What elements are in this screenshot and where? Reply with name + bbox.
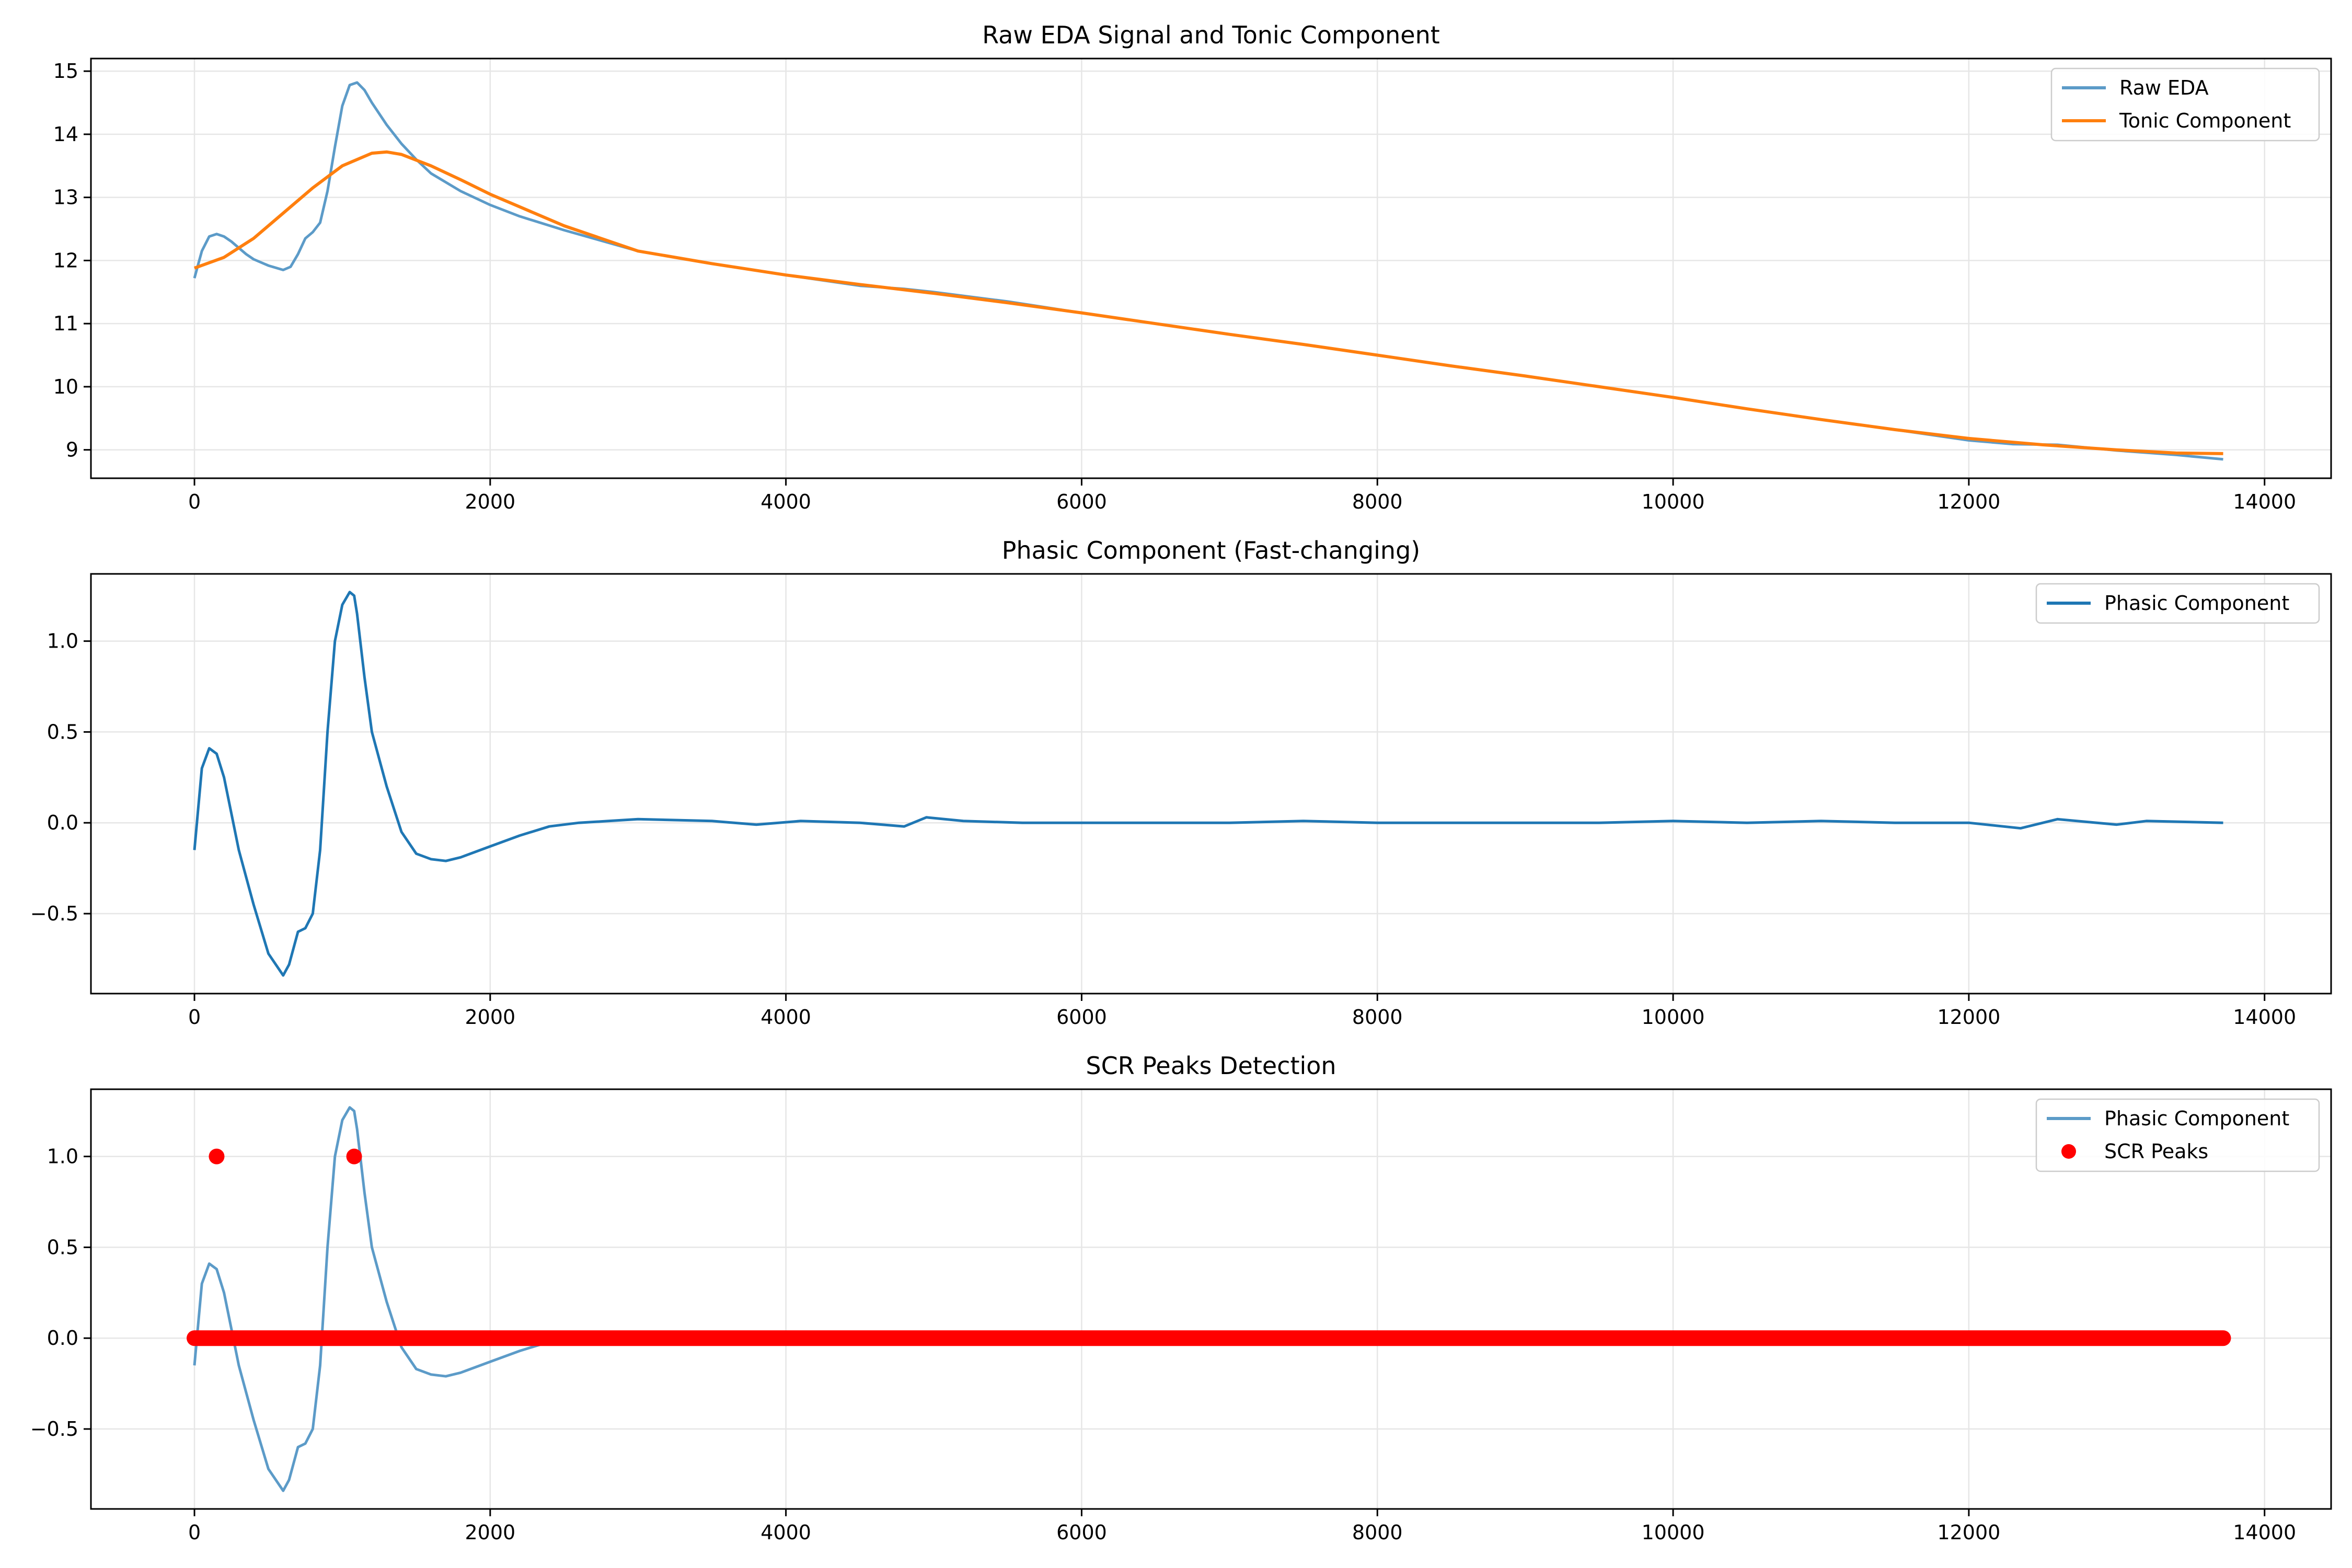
axes-frame <box>90 1088 2332 1510</box>
legend: Phasic Component SCR Peaks <box>2035 1098 2320 1172</box>
panel-title: SCR Peaks Detection <box>1086 1052 1336 1080</box>
y-tick-label: 13 <box>53 186 78 209</box>
x-tick-label: 14000 <box>2233 1006 2296 1029</box>
y-tick-label: −0.5 <box>30 902 78 925</box>
legend-box <box>2050 67 2320 142</box>
x-tick-label: 4000 <box>760 490 811 513</box>
y-tick-label: 0.5 <box>47 1236 78 1259</box>
ticks: 0 2000 4000 6000 8000 10000 12000 14000 −0.5 0.0 0… <box>30 1145 2296 1544</box>
x-tick-label: 0 <box>188 490 201 513</box>
y-tick-label: 11 <box>53 312 78 335</box>
y-tick-label: 0.5 <box>47 720 78 743</box>
x-tick-label: 6000 <box>1056 1006 1107 1029</box>
x-tick-label: 10000 <box>1642 490 1705 513</box>
x-tick-label: 12000 <box>1937 1521 2000 1544</box>
x-tick-label: 8000 <box>1352 1006 1403 1029</box>
y-tick-label: 0.0 <box>47 1327 78 1350</box>
legend-label: Tonic Component <box>2119 109 2291 132</box>
legend-label: Phasic Component <box>2104 1107 2289 1130</box>
panel-scr-peaks: SCR Peaks Detection 0 2000 4000 6000 8000 100… <box>30 1052 2332 1544</box>
x-tick-label: 6000 <box>1056 490 1107 513</box>
y-tick-label: 15 <box>53 60 78 83</box>
y-tick-label: 1.0 <box>47 630 78 653</box>
y-tick-label: 10 <box>53 375 78 398</box>
legend-label: Phasic Component <box>2104 592 2289 615</box>
axes-frame <box>90 57 2332 479</box>
x-tick-label: 10000 <box>1642 1006 1705 1029</box>
ticks: 0 2000 4000 6000 8000 10000 12000 14000 9 10 11 12 1… <box>53 60 2296 513</box>
x-tick-label: 12000 <box>1937 490 2000 513</box>
x-tick-label: 0 <box>188 1006 201 1029</box>
panel-raw-eda: Raw EDA Signal and Tonic Component 0 2000… <box>53 21 2332 513</box>
x-tick-label: 8000 <box>1352 490 1403 513</box>
grid <box>91 59 2331 478</box>
legend-box <box>2035 1098 2320 1172</box>
legend-label: Raw EDA <box>2119 76 2209 99</box>
y-tick-label: 14 <box>53 123 78 146</box>
x-tick-label: 2000 <box>465 490 515 513</box>
x-tick-label: 10000 <box>1642 1521 1705 1544</box>
legend-marker <box>2061 1144 2076 1159</box>
panel-title: Phasic Component (Fast-changing) <box>1002 536 1420 564</box>
ticks: 0 2000 4000 6000 8000 10000 12000 14000 −0.5 0.0 0… <box>30 630 2296 1029</box>
legend: Phasic Component <box>2035 583 2320 624</box>
x-tick-label: 14000 <box>2233 1521 2296 1544</box>
x-tick-label: 8000 <box>1352 1521 1403 1544</box>
axes-frame <box>90 573 2332 995</box>
y-tick-label: −0.5 <box>30 1417 78 1440</box>
x-tick-label: 2000 <box>465 1006 515 1029</box>
series <box>193 81 2223 461</box>
legend-label: SCR Peaks <box>2104 1140 2208 1163</box>
x-tick-label: 12000 <box>1937 1006 2000 1029</box>
legend-box <box>2035 583 2320 624</box>
series-line <box>193 591 2223 977</box>
x-tick-label: 4000 <box>760 1006 811 1029</box>
y-tick-label: 1.0 <box>47 1145 78 1168</box>
scr-peak-point <box>346 1148 362 1165</box>
series-line <box>193 150 2223 455</box>
series <box>187 1106 2231 1492</box>
series <box>193 591 2223 977</box>
panel-title: Raw EDA Signal and Tonic Component <box>982 21 1440 49</box>
scr-peak-point <box>209 1148 225 1165</box>
x-tick-label: 6000 <box>1056 1521 1107 1544</box>
x-tick-label: 0 <box>188 1521 201 1544</box>
y-tick-label: 0.0 <box>47 811 78 834</box>
panel-phasic: Phasic Component (Fast-changing) 0 2000 40… <box>30 536 2332 1029</box>
legend: Raw EDA Tonic Component <box>2050 67 2320 142</box>
x-tick-label: 4000 <box>760 1521 811 1544</box>
y-tick-label: 9 <box>66 439 78 462</box>
y-tick-label: 12 <box>53 249 78 272</box>
x-tick-label: 14000 <box>2233 490 2296 513</box>
x-tick-label: 2000 <box>465 1521 515 1544</box>
